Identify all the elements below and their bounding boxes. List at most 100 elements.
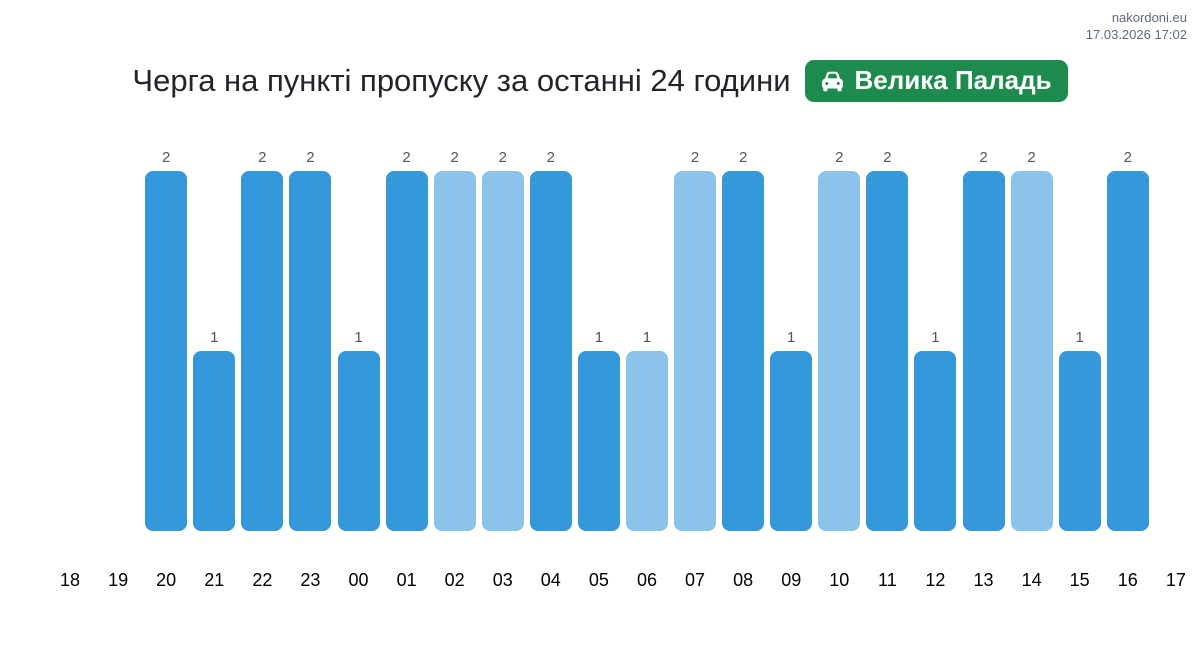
site-name: nakordoni.eu: [1111, 10, 1187, 25]
bar-value-label-16: 2: [1123, 149, 1132, 166]
bar-column-08: 2: [719, 140, 767, 531]
bar-12: [914, 351, 957, 531]
bar-value-label-02: 2: [450, 149, 459, 166]
bar-value-label-05: 1: [594, 329, 604, 346]
bar-value-label-11: 2: [883, 149, 892, 166]
bar-value-label-09: 1: [787, 329, 796, 346]
x-axis-label-06: 06: [636, 570, 657, 590]
x-axis-label-20: 20: [156, 570, 177, 590]
bar-column-09: 1: [767, 140, 815, 531]
x-axis-label-23: 23: [300, 570, 321, 590]
title-row: Черга на пункті пропуску за останні 24 г…: [0, 57, 1200, 105]
bar-value-label-07: 2: [690, 149, 700, 166]
bar-column-23: 2: [286, 140, 334, 531]
x-axis-label-19: 19: [108, 570, 129, 590]
bar-value-label-22: 2: [258, 149, 267, 166]
x-axis-label-07: 07: [685, 570, 706, 590]
bar-07: [674, 171, 717, 531]
x-axis-label-03: 03: [492, 570, 513, 590]
x-axis-label-22: 22: [252, 570, 273, 590]
bar-16: [1106, 171, 1149, 531]
bar-05: [577, 351, 620, 531]
bar-column-11: 2: [863, 140, 911, 531]
bar-column-03: 2: [479, 140, 527, 531]
bar-value-label-00: 1: [354, 329, 363, 346]
bar-column-19: [94, 140, 142, 531]
bar-03: [481, 171, 524, 531]
bar-11: [866, 171, 909, 531]
bar-column-05: 1: [575, 140, 623, 531]
x-axis-label-21: 21: [204, 570, 225, 590]
bar-column-15: 1: [1056, 140, 1104, 531]
bar-column-06: 1: [623, 140, 671, 531]
bar-21: [193, 351, 236, 531]
bar-02: [433, 171, 476, 531]
bar-chart: 2 1 2 2 1 2 2 2 2 1 1 2 2 1 2 2 1 2 2 1 2: [46, 140, 1200, 531]
bar-value-label-10: 2: [835, 149, 844, 166]
x-axis-label-13: 13: [973, 570, 994, 590]
bar-column-14: 2: [1008, 140, 1056, 531]
bar-value-label-14: 2: [1027, 149, 1036, 166]
x-axis-label-11: 11: [878, 570, 897, 590]
x-axis-label-09: 09: [781, 570, 802, 590]
bar-column-20: 2: [142, 140, 190, 531]
bar-04: [529, 171, 572, 531]
bar-column-02: 2: [431, 140, 479, 531]
x-axis-label-01: 01: [396, 570, 417, 590]
car-icon: [819, 67, 846, 94]
bar-column-22: 2: [238, 140, 286, 531]
x-axis-label-18: 18: [60, 570, 81, 590]
bar-value-label-04: 2: [546, 149, 555, 166]
bar-column-00: 1: [334, 140, 382, 531]
bar-value-label-20: 2: [162, 149, 171, 166]
x-axis-label-05: 05: [588, 570, 609, 590]
x-axis-label-04: 04: [540, 570, 561, 590]
bar-value-label-06: 1: [642, 329, 652, 346]
bar-15: [1058, 351, 1101, 531]
x-axis-label-16: 16: [1117, 570, 1138, 590]
bar-value-label-13: 2: [979, 149, 988, 166]
bar-column-01: 2: [383, 140, 431, 531]
bar-09: [770, 351, 813, 531]
bar-14: [1010, 171, 1053, 531]
timestamp: 17.03.2026 17:02: [1085, 27, 1187, 42]
bar-column-16: 2: [1104, 140, 1152, 531]
bar-22: [241, 171, 284, 531]
bar-value-label-08: 2: [738, 149, 748, 166]
chart-title: Черга на пункті пропуску за останні 24 г…: [132, 63, 791, 98]
bar-column-07: 2: [671, 140, 719, 531]
bar-23: [289, 171, 332, 531]
x-axis-label-00: 00: [348, 570, 369, 590]
bar-value-label-15: 1: [1075, 329, 1084, 346]
checkpoint-badge[interactable]: Велика Паладь: [804, 60, 1068, 102]
x-axis: 18 19 20 21 22 23 00 01 02 03 04 05 06 07 08 09 10 11 12 13…: [46, 570, 1200, 591]
x-axis-label-10: 10: [829, 570, 850, 590]
bar-column-13: 2: [959, 140, 1007, 531]
bar-column-18: [46, 140, 94, 531]
x-axis-label-12: 12: [925, 570, 946, 590]
x-axis-label-15: 15: [1069, 570, 1090, 590]
bar-value-label-23: 2: [306, 149, 315, 166]
bar-00: [337, 351, 380, 531]
checkpoint-name: Велика Паладь: [854, 65, 1052, 95]
x-axis-label-08: 08: [733, 570, 754, 590]
x-axis-label-14: 14: [1021, 570, 1042, 590]
bar-01: [385, 171, 428, 531]
bar-column-17: [1152, 140, 1200, 531]
bar-column-12: 1: [911, 140, 959, 531]
bar-06: [625, 351, 668, 531]
bar-column-10: 2: [815, 140, 863, 531]
bar-column-04: 2: [527, 140, 575, 531]
bar-column-21: 1: [190, 140, 238, 531]
bar-value-label-21: 1: [210, 329, 219, 346]
x-axis-label-02: 02: [444, 570, 465, 590]
bar-20: [145, 171, 188, 531]
watermark: nakordoni.eu 17.03.2026 17:02: [1086, 9, 1187, 43]
bar-13: [962, 171, 1005, 531]
bar-value-label-12: 1: [931, 329, 940, 346]
bar-10: [818, 171, 861, 531]
x-axis-label-17: 17: [1165, 570, 1186, 590]
bar-08: [722, 171, 765, 531]
bar-value-label-03: 2: [498, 149, 507, 166]
bar-value-label-01: 2: [402, 149, 411, 166]
